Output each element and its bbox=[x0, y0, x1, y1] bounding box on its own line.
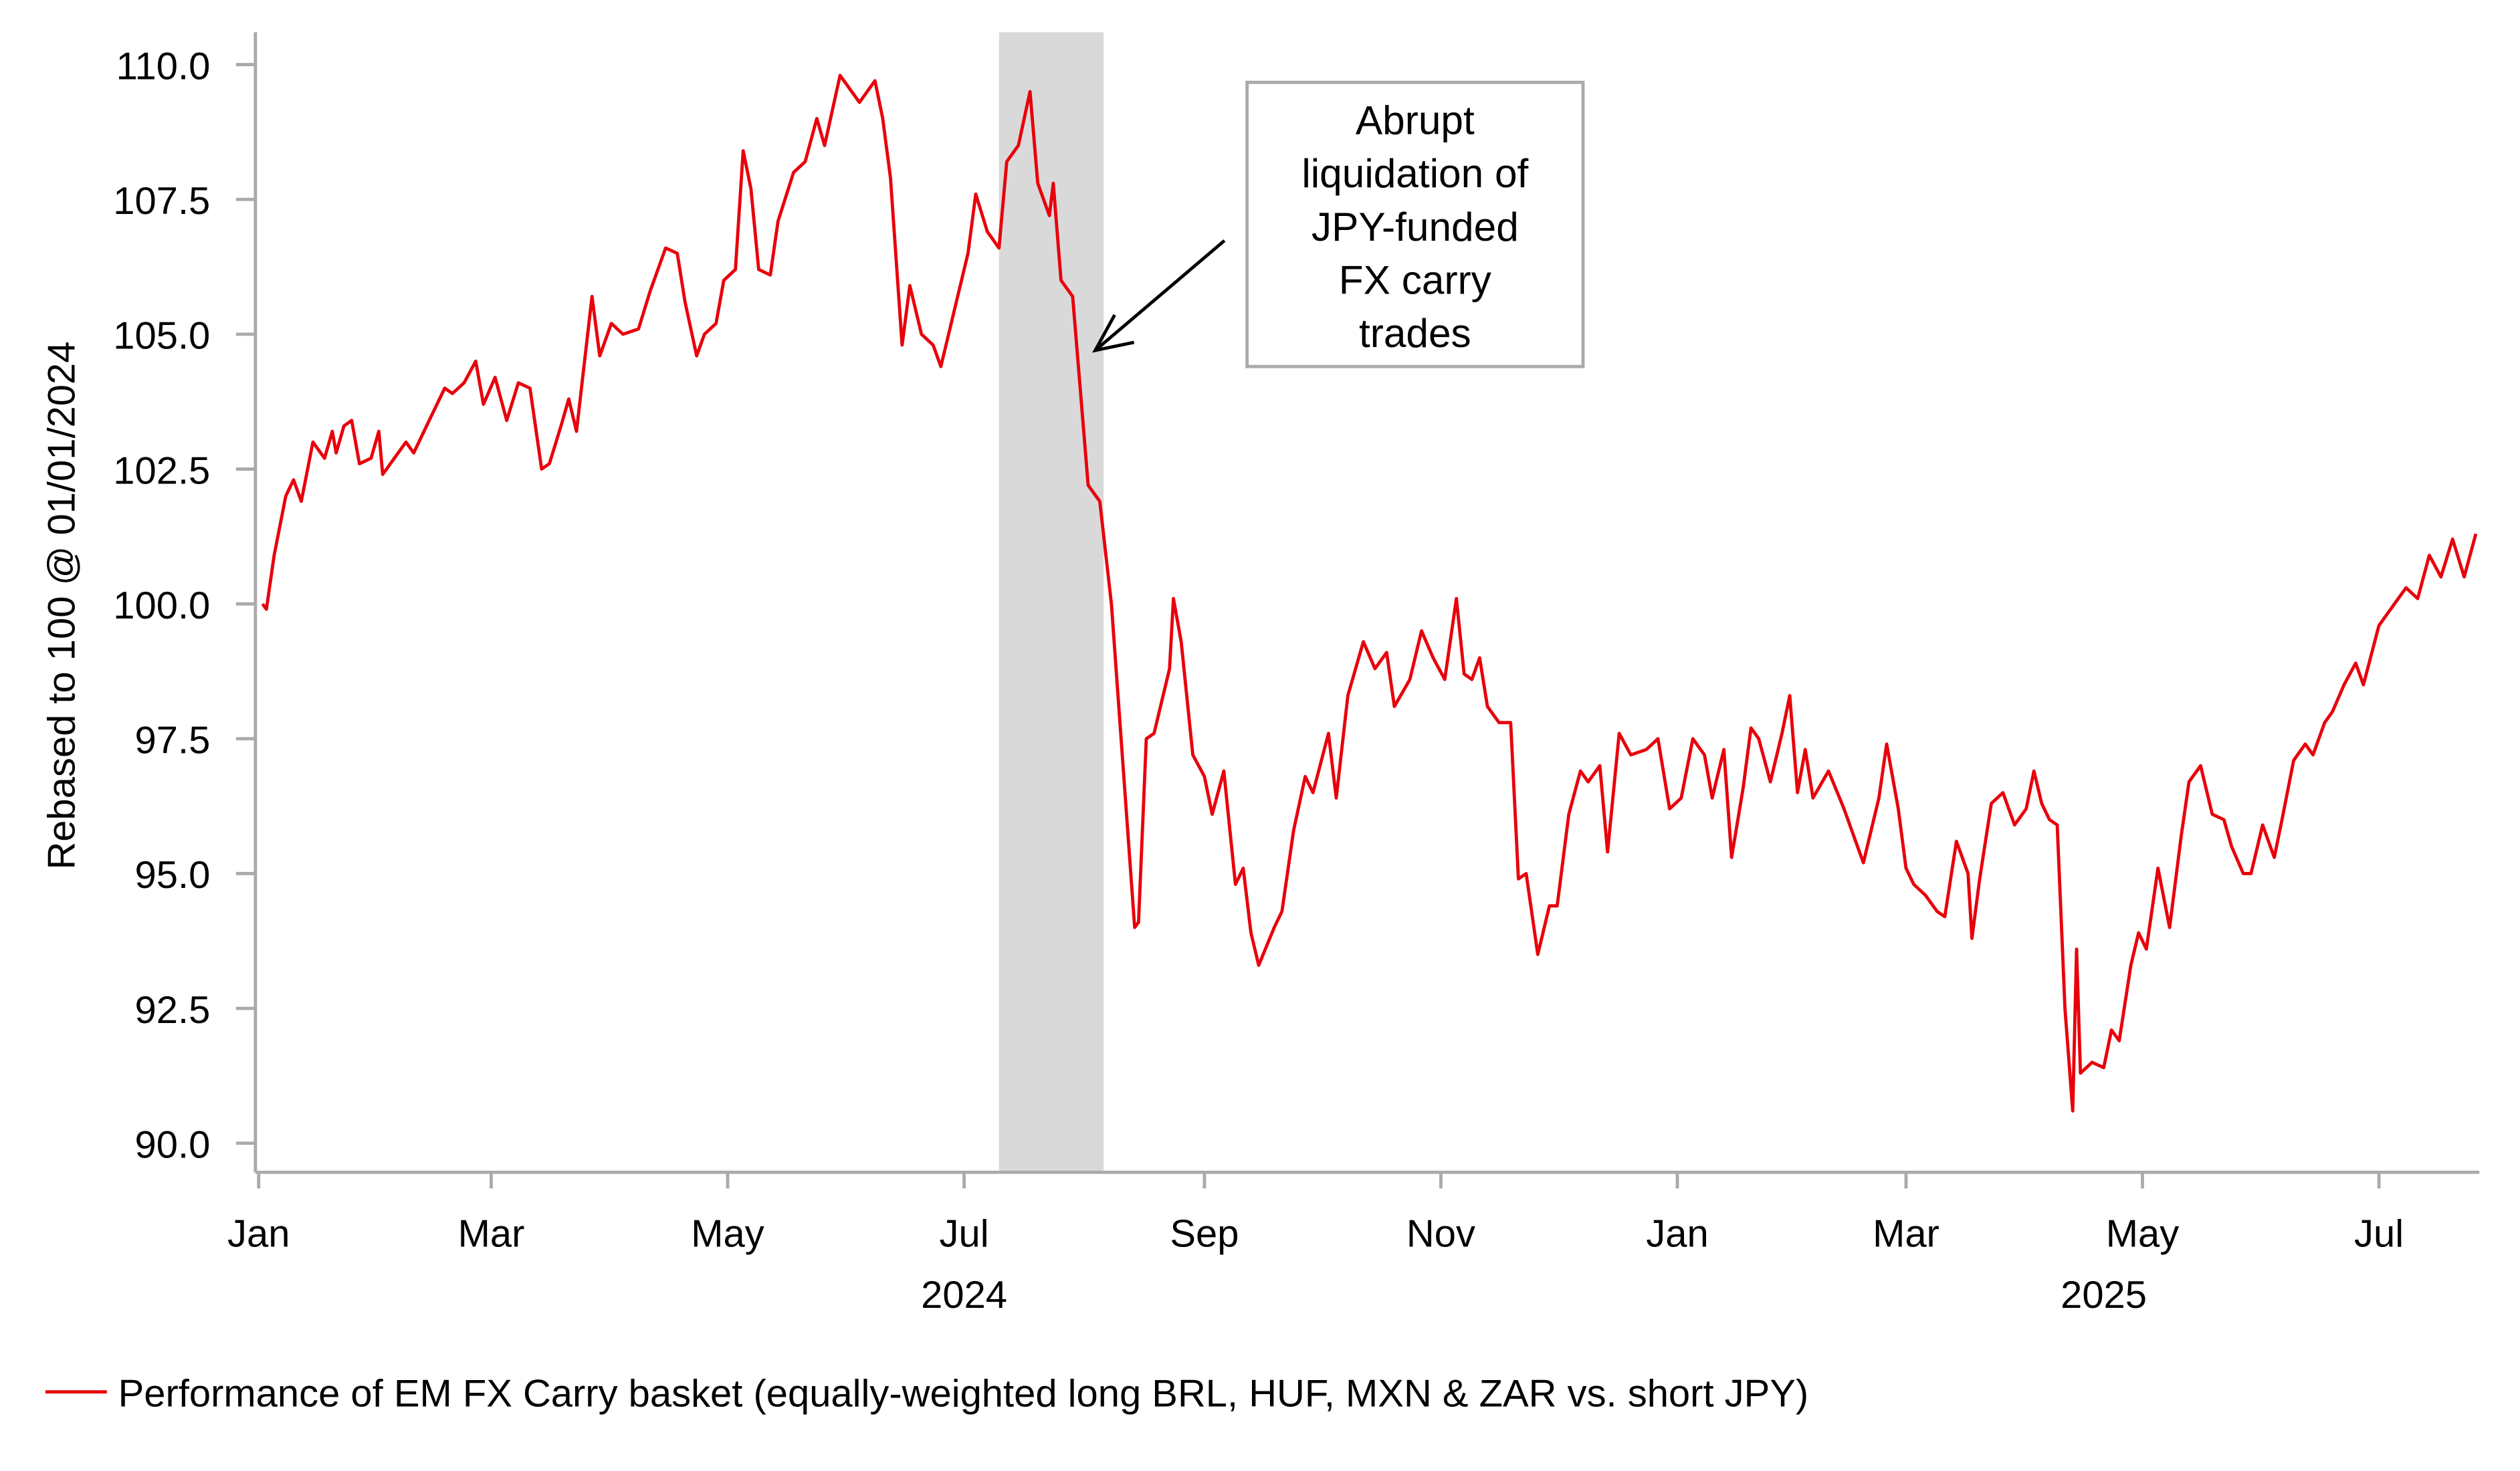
y-axis-label: Rebased to 100 @ 01/01/2024 bbox=[40, 342, 83, 870]
legend: Performance of EM FX Carry basket (equal… bbox=[45, 1372, 1808, 1415]
x-tick-label: May bbox=[2106, 1212, 2179, 1255]
y-tick-label: 97.5 bbox=[135, 719, 211, 762]
x-tick-label: Mar bbox=[1873, 1212, 1939, 1255]
x-axis-ticks: Jan Mar May Jul Sep Nov Jan Mar May Jul 2024 2025 bbox=[227, 1172, 2404, 1317]
annotation-line: trades bbox=[1359, 310, 1471, 356]
annotation-line: JPY-funded bbox=[1311, 204, 1519, 249]
annotation-line: FX carry bbox=[1339, 257, 1492, 303]
annotation-line: liquidation of bbox=[1301, 150, 1528, 196]
x-year-label: 2024 bbox=[921, 1274, 1007, 1317]
y-axis-ticks: 110.0 107.5 105.0 102.5 100.0 97.5 95.0 92.5 90.… bbox=[113, 45, 255, 1167]
y-tick-label: 102.5 bbox=[113, 449, 210, 492]
y-tick-label: 107.5 bbox=[113, 180, 210, 223]
x-tick-label: Jan bbox=[1646, 1212, 1708, 1255]
series-line bbox=[261, 74, 2478, 1113]
x-tick-label: Mar bbox=[458, 1212, 525, 1255]
x-tick-label: Jan bbox=[227, 1212, 290, 1255]
y-tick-label: 90.0 bbox=[135, 1124, 211, 1167]
annotation-line: Abrupt bbox=[1356, 97, 1475, 142]
x-tick-label: Nov bbox=[1406, 1212, 1475, 1255]
x-tick-label: Jul bbox=[2354, 1212, 2404, 1255]
y-tick-label: 105.0 bbox=[113, 315, 210, 358]
y-tick-label: 95.0 bbox=[135, 854, 211, 897]
y-tick-label: 110.0 bbox=[116, 45, 211, 88]
legend-label: Performance of EM FX Carry basket (equal… bbox=[118, 1372, 1809, 1415]
x-tick-label: May bbox=[691, 1212, 764, 1255]
x-tick-label: Jul bbox=[940, 1212, 989, 1255]
y-tick-label: 100.0 bbox=[113, 584, 210, 627]
annotation-arrow bbox=[1092, 239, 1226, 353]
annotation-box: Abrupt liquidation of JPY-funded FX carry tr… bbox=[1245, 80, 1585, 368]
x-year-label: 2025 bbox=[2061, 1274, 2147, 1317]
shaded-region bbox=[999, 32, 1104, 1173]
x-tick-label: Sep bbox=[1170, 1212, 1239, 1255]
y-tick-label: 92.5 bbox=[135, 989, 211, 1032]
